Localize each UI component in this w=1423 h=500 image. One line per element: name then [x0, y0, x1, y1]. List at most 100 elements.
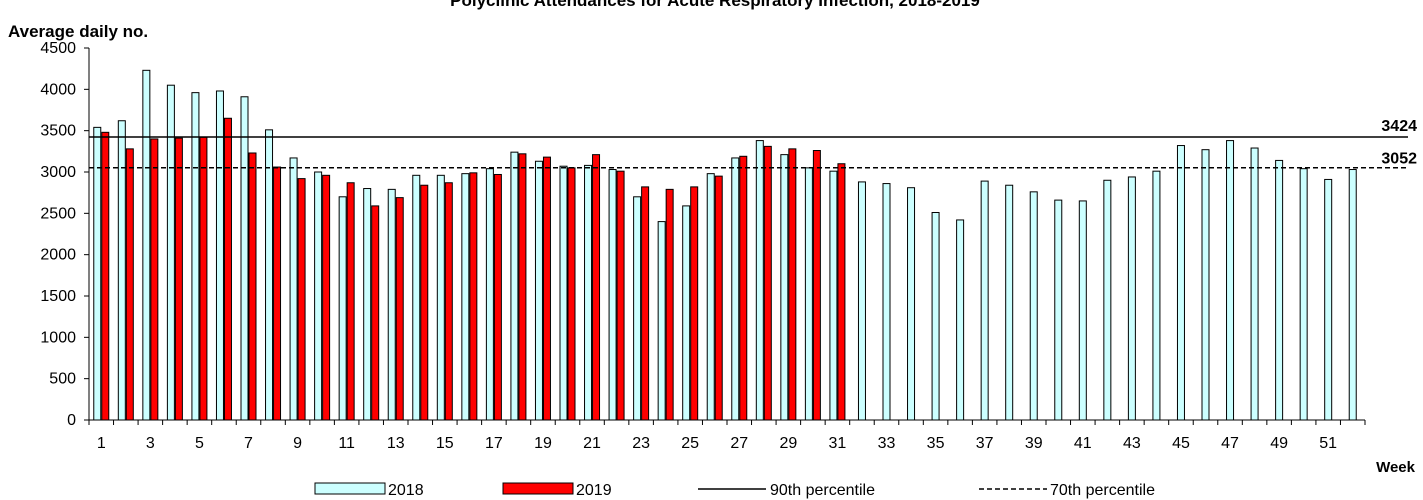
- bar-2018: [289, 157, 298, 421]
- x-tick-label: 45: [1172, 435, 1190, 452]
- bar-2018: [608, 169, 617, 421]
- x-tick-label: 47: [1221, 435, 1239, 452]
- bar-2019: [150, 138, 159, 421]
- reference-lines-group: 3424 3052: [89, 118, 1417, 169]
- x-tick-label: 3: [146, 435, 155, 452]
- x-tick-label: 25: [681, 435, 699, 452]
- bar-2018: [804, 167, 813, 421]
- bar-2018: [1226, 140, 1235, 421]
- bar-2018: [829, 170, 838, 421]
- y-tick-label: 2500: [40, 205, 76, 222]
- bar-2019: [837, 163, 846, 421]
- bar-2018: [931, 212, 940, 421]
- x-tick-label: 43: [1123, 435, 1141, 452]
- x-tick-label: 11: [338, 435, 355, 452]
- bar-2018: [780, 154, 789, 421]
- x-tick-label: 37: [976, 435, 994, 452]
- bar-2019: [199, 136, 208, 421]
- x-tick-label: 15: [436, 435, 454, 452]
- bar-2018: [93, 126, 102, 421]
- x-tick-label: 9: [293, 435, 302, 452]
- bar-2018: [461, 173, 470, 421]
- reference-line-label: 3052: [1381, 151, 1417, 168]
- legend-label-2018: 2018: [388, 482, 424, 499]
- x-tick-label: 51: [1319, 435, 1337, 452]
- bar-2019: [469, 172, 478, 421]
- bar-2018: [1348, 169, 1357, 421]
- bar-2019: [223, 117, 232, 421]
- x-axis-label: Week: [1376, 459, 1416, 476]
- bar-2018: [857, 181, 866, 421]
- bar-2019: [125, 148, 134, 421]
- chart-title: Polyclinic Attendances for Acute Respira…: [450, 0, 980, 10]
- bar-2018: [265, 129, 274, 421]
- bar-2019: [665, 188, 674, 421]
- bar-2019: [592, 154, 601, 421]
- bar-2019: [812, 150, 821, 421]
- bar-2018: [731, 157, 740, 421]
- x-tick-label: 19: [534, 435, 552, 452]
- x-tick-label: 31: [829, 435, 847, 452]
- bar-2019: [174, 137, 183, 421]
- bar-2018: [1176, 145, 1185, 421]
- y-tick-label: 500: [49, 371, 76, 388]
- bar-2019: [297, 178, 306, 421]
- y-tick-label: 0: [67, 412, 76, 429]
- bar-2018: [1152, 170, 1161, 421]
- bar-2018: [980, 180, 989, 421]
- x-tick-label: 33: [878, 435, 896, 452]
- bar-2018: [240, 96, 249, 421]
- legend-label-70th: 70th percentile: [1050, 482, 1155, 499]
- y-tick-label: 1000: [40, 329, 76, 346]
- bar-2018: [485, 168, 494, 421]
- bar-2019: [690, 186, 699, 421]
- bar-2019: [101, 131, 110, 421]
- bar-2018: [314, 171, 323, 421]
- bar-2018: [1275, 159, 1284, 421]
- bar-2018: [882, 183, 891, 421]
- bar-2018: [117, 120, 126, 421]
- x-tick-label: 21: [583, 435, 601, 452]
- bar-2018: [1201, 149, 1210, 421]
- bars-group: [93, 69, 1357, 421]
- x-tick-label: 29: [779, 435, 797, 452]
- bar-2019: [739, 155, 748, 421]
- bar-2019: [346, 182, 355, 421]
- legend-swatch-2019: [502, 482, 574, 495]
- x-tick-label: 7: [244, 435, 253, 452]
- x-tick-label: 13: [387, 435, 405, 452]
- bar-2019: [567, 167, 576, 421]
- bar-2018: [1299, 168, 1308, 421]
- x-tick-label: 41: [1074, 435, 1092, 452]
- bar-2018: [682, 205, 691, 421]
- bar-2019: [788, 148, 797, 421]
- bar-2018: [1103, 179, 1112, 421]
- y-tick-label: 3500: [40, 123, 76, 140]
- y-axis-label: Average daily no.: [8, 22, 148, 41]
- bar-2018: [166, 84, 175, 421]
- reference-line-label: 3424: [1381, 118, 1417, 135]
- bar-2019: [444, 182, 453, 421]
- bar-2019: [420, 184, 429, 421]
- bar-2018: [510, 151, 519, 421]
- x-tick-label: 27: [730, 435, 748, 452]
- bar-2019: [542, 156, 551, 421]
- bar-2019: [493, 173, 502, 421]
- y-tick-label: 2000: [40, 247, 76, 264]
- bar-2018: [1005, 184, 1014, 421]
- x-tick-label: 17: [485, 435, 503, 452]
- bar-2019: [616, 170, 625, 421]
- bar-2018: [338, 196, 347, 421]
- bar-2019: [763, 145, 772, 421]
- bar-2019: [322, 174, 331, 421]
- bar-2018: [215, 90, 224, 421]
- bar-2019: [714, 175, 723, 421]
- legend-swatch-2018: [314, 482, 386, 495]
- x-tick-label: 23: [632, 435, 650, 452]
- bar-2018: [412, 174, 421, 421]
- x-tick-label: 1: [97, 435, 106, 452]
- bar-2018: [363, 188, 372, 421]
- x-tick-label: 39: [1025, 435, 1043, 452]
- bar-2018: [1127, 176, 1136, 421]
